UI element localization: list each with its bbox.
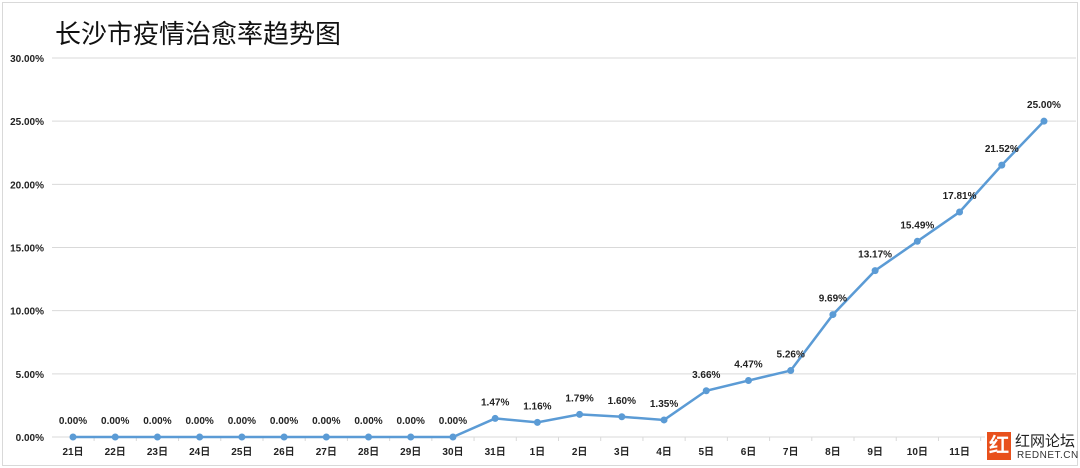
x-tick-label: 2日 (572, 446, 588, 458)
x-tick-label: 8日 (825, 446, 841, 458)
data-label: 0.00% (143, 416, 171, 427)
data-point (280, 433, 288, 441)
data-point (618, 413, 626, 421)
x-tick-label: 3日 (614, 446, 630, 458)
data-label: 13.17% (858, 250, 892, 261)
data-label: 0.00% (228, 416, 256, 427)
data-label: 0.00% (439, 416, 467, 427)
data-label: 1.16% (523, 401, 551, 412)
x-tick-label: 9日 (867, 446, 883, 458)
y-tick-label: 5.00% (16, 370, 44, 381)
data-point (660, 416, 668, 424)
x-tick-label: 1日 (530, 446, 546, 458)
data-point (407, 433, 415, 441)
data-label: 4.47% (734, 360, 762, 371)
data-point (69, 433, 77, 441)
x-tick-label: 10日 (907, 446, 928, 458)
data-point (491, 414, 499, 422)
data-label: 17.81% (943, 191, 977, 202)
data-point (829, 311, 837, 319)
data-label: 3.66% (692, 370, 720, 381)
data-point (196, 433, 204, 441)
x-tick-label: 30日 (442, 446, 463, 458)
data-point (111, 433, 119, 441)
data-label: 1.60% (608, 396, 636, 407)
x-tick-label: 5日 (698, 446, 714, 458)
x-tick-label: 26日 (274, 446, 295, 458)
y-tick-label: 20.00% (10, 180, 44, 191)
data-label: 0.00% (312, 416, 340, 427)
data-label: 1.47% (481, 397, 509, 408)
y-tick-label: 30.00% (10, 54, 44, 65)
watermark-cn: 红网论坛 (1015, 432, 1076, 450)
x-tick-label: 25日 (231, 446, 252, 458)
data-label: 0.00% (354, 416, 382, 427)
x-tick-label: 6日 (741, 446, 757, 458)
x-tick-label: 21日 (62, 446, 83, 458)
x-tick-label: 31日 (485, 446, 506, 458)
x-tick-label: 4日 (656, 446, 672, 458)
y-tick-label: 0.00% (16, 433, 44, 444)
x-tick-label: 7日 (783, 446, 799, 458)
x-tick-label: 29日 (400, 446, 421, 458)
y-tick-label: 25.00% (10, 117, 44, 128)
x-tick-label: 28日 (358, 446, 379, 458)
chart-title: 长沙市疫情治愈率趋势图 (55, 20, 342, 50)
series-line (73, 120, 1045, 439)
data-point (787, 367, 795, 375)
x-tick-label: 23日 (147, 446, 168, 458)
data-label: 0.00% (59, 416, 87, 427)
x-tick-label: 27日 (316, 446, 337, 458)
data-point (153, 433, 161, 441)
data-label: 0.00% (101, 416, 129, 427)
data-point (956, 208, 964, 216)
data-point (322, 433, 330, 441)
data-label: 1.79% (565, 393, 593, 404)
y-tick-label: 10.00% (10, 307, 44, 318)
data-point (744, 377, 752, 385)
data-point (998, 161, 1006, 169)
data-point (365, 433, 373, 441)
data-point (871, 267, 879, 275)
data-point (533, 418, 541, 426)
data-point (702, 387, 710, 395)
data-point (913, 237, 921, 245)
data-label: 25.00% (1027, 100, 1061, 111)
watermark-en: REDNET.CN (1017, 450, 1079, 461)
data-label: 9.69% (819, 294, 847, 305)
data-label: 1.35% (650, 399, 678, 410)
data-label: 5.26% (777, 350, 805, 361)
x-tick-label: 11日 (949, 446, 970, 458)
x-tick-label: 22日 (105, 446, 126, 458)
y-tick-label: 15.00% (10, 244, 44, 255)
data-label: 0.00% (185, 416, 213, 427)
x-tick-label: 24日 (189, 446, 210, 458)
data-label: 15.49% (900, 220, 934, 231)
data-label: 0.00% (270, 416, 298, 427)
data-point (1040, 117, 1048, 125)
rednet-logo-icon: 红 (987, 432, 1011, 460)
data-point (449, 433, 457, 441)
data-point (238, 433, 246, 441)
data-point (576, 410, 584, 418)
data-label: 21.52% (985, 144, 1019, 155)
watermark: 红 红网论坛 REDNET.CN (985, 430, 1079, 464)
data-label: 0.00% (397, 416, 425, 427)
